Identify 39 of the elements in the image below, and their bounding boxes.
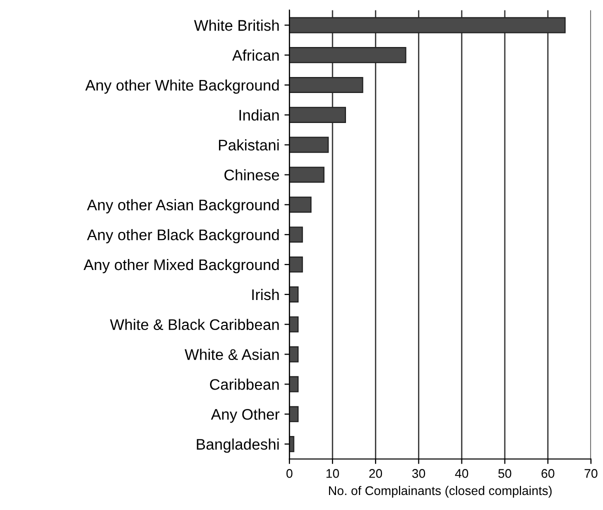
x-tick-label: 40 xyxy=(455,469,468,478)
y-tick-label: Any other Black Background xyxy=(86,229,279,244)
y-tick-label: African xyxy=(232,50,279,61)
bar xyxy=(289,406,299,422)
bar xyxy=(289,47,406,64)
y-tick-label: Irish xyxy=(252,288,279,300)
y-tick-label: Pakistani xyxy=(218,139,279,151)
bar xyxy=(289,17,566,34)
bar xyxy=(289,436,294,452)
x-tick-label: 10 xyxy=(326,469,339,478)
y-tick-label: Any other Mixed Background xyxy=(84,258,279,274)
bar xyxy=(289,106,346,123)
x-tick-label: 60 xyxy=(542,469,554,478)
x-tick-label: 50 xyxy=(498,469,512,478)
y-tick-label: White British xyxy=(194,20,279,31)
x-tick-label: 30 xyxy=(412,469,426,478)
x-tick-label: 0 xyxy=(286,469,292,478)
y-tick-label: White & Asian xyxy=(184,348,279,360)
y-tick-label: Caribbean xyxy=(210,378,279,390)
bar xyxy=(289,346,299,362)
y-tick-label: Any Other xyxy=(210,408,280,423)
bar xyxy=(289,196,312,213)
x-axis-title: No. of Complainants (closed complaints) xyxy=(329,486,552,498)
bar xyxy=(289,256,303,273)
bar xyxy=(289,136,329,153)
bar xyxy=(289,286,299,302)
bar xyxy=(289,166,324,183)
bar xyxy=(289,316,299,332)
y-tick-label: Indian xyxy=(240,109,279,121)
y-tick-label: White & Black Caribbean xyxy=(110,318,279,330)
bar xyxy=(289,226,303,243)
x-tick-label: 70 xyxy=(584,469,598,478)
y-tick-label: Any other Asian Background xyxy=(86,199,279,214)
x-tick-label: 20 xyxy=(369,469,382,478)
y-tick-label: Bangladeshi xyxy=(196,438,279,453)
bar xyxy=(289,376,299,392)
y-tick-label: Chinese xyxy=(224,169,280,180)
y-tick-label: Any other White Background xyxy=(85,79,279,94)
bar xyxy=(289,76,364,94)
